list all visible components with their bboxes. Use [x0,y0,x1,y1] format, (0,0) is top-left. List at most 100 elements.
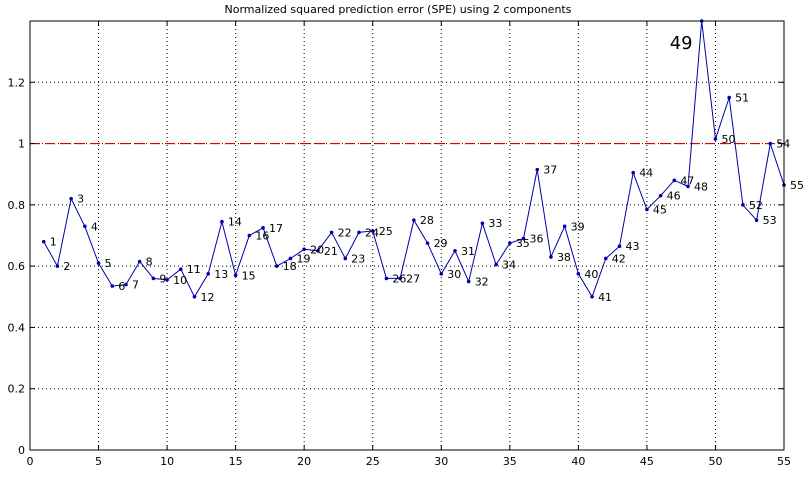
data-point [480,221,485,226]
x-tick-label: 35 [503,455,517,468]
data-point [370,229,375,233]
point-label: 43 [625,240,639,253]
data-point [192,294,197,299]
point-label: 26 [392,272,406,285]
data-point [768,141,773,146]
data-point [686,184,690,189]
data-point [206,272,211,276]
point-label: 20 [310,243,324,256]
data-point [357,230,361,235]
point-label: 48 [694,180,708,193]
axes-frame [29,20,785,451]
point-label: 35 [516,237,530,250]
point-label: 52 [749,199,763,212]
y-tick-label: 0.4 [8,321,26,334]
plot-area [30,21,784,450]
data-point [466,279,471,284]
point-label: 41 [598,291,612,304]
data-point [96,261,101,265]
point-label: 11 [187,263,201,276]
point-label: 2 [63,260,70,273]
point-label: 36 [530,233,544,246]
data-point [41,239,46,244]
point-label: 44 [639,167,653,180]
point-label: 12 [201,291,215,304]
x-tick-label: 0 [27,455,34,468]
x-tick-label: 15 [229,455,243,468]
data-point [521,236,526,241]
point-label: 55 [790,179,804,192]
data-point [617,244,622,249]
point-label: 9 [159,272,166,285]
point-label: 27 [406,272,420,285]
point-label: 47 [680,174,694,187]
x-tick-label: 40 [571,455,585,468]
data-point [288,256,293,261]
point-label: 42 [612,252,626,265]
chart-title: Normalized squared prediction error (SPE… [225,3,572,16]
data-point [535,167,540,172]
data-point [261,226,265,230]
point-label: 29 [434,237,448,250]
point-label: 39 [571,220,585,233]
x-tick-label: 10 [160,455,174,468]
data-point [137,259,142,264]
data-point [233,273,238,278]
data-point [110,284,115,288]
data-point [576,272,581,276]
data-point [220,219,224,224]
point-label: 4 [91,220,98,233]
data-point [329,230,334,235]
y-tick-label: 0 [18,444,25,457]
point-label: 5 [105,257,112,270]
data-point [453,249,457,253]
point-label: 3 [77,193,84,206]
data-point [672,178,677,183]
point-label: 10 [173,274,187,287]
point-label: 45 [653,203,667,216]
y-tick-label: 1 [18,138,25,151]
data-point [316,249,320,253]
data-point [151,276,156,281]
point-label: 6 [118,280,125,293]
x-tick-label: 30 [434,455,448,468]
y-tick-label: 1.2 [8,76,26,89]
data-point [165,278,169,282]
data-point [124,282,128,287]
data-point [55,264,60,268]
data-point [494,262,498,267]
y-tick-label: 0.6 [8,260,26,273]
data-point [83,224,87,229]
x-tick-label: 55 [777,455,791,468]
point-label: 38 [557,251,571,264]
point-label: 17 [269,222,283,235]
data-point [631,170,635,175]
data-point [439,272,444,276]
data-point [754,218,759,222]
data-point [179,267,183,272]
point-label: 21 [324,245,338,258]
data-point [508,241,512,245]
x-tick-label: 45 [640,455,654,468]
point-label: 34 [502,259,516,272]
point-label: 7 [132,279,139,292]
data-point [412,218,416,222]
x-tick-label: 50 [708,455,722,468]
point-label: 8 [146,256,153,269]
data-point [549,255,553,259]
point-label: 19 [296,252,310,265]
x-tick-label: 20 [297,455,311,468]
point-label: 18 [283,260,297,273]
data-point [69,196,73,201]
x-tick-label: 5 [95,455,102,468]
data-point [274,264,279,268]
point-label: 13 [214,268,228,281]
point-label: 22 [338,226,352,239]
data-point [384,276,389,281]
point-label: 15 [242,269,256,282]
y-tick-label: 0.8 [8,199,26,212]
data-point [247,233,252,238]
data-point [603,256,608,261]
